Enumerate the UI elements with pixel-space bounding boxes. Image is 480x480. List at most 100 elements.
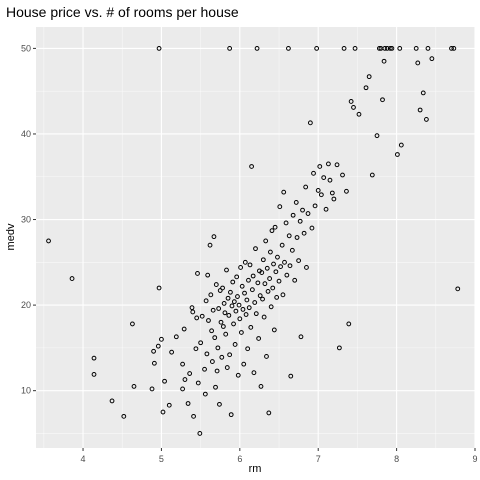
data-point	[356, 111, 362, 117]
data-point	[286, 233, 292, 239]
data-point	[219, 354, 225, 360]
data-point	[307, 120, 313, 126]
y-tick-label: 10	[21, 386, 31, 396]
data-point	[369, 172, 375, 178]
data-point	[231, 299, 237, 305]
data-point	[363, 85, 369, 91]
data-point	[260, 296, 265, 302]
data-point	[233, 308, 239, 314]
data-point	[394, 152, 400, 157]
data-point	[234, 274, 240, 280]
data-point	[246, 305, 252, 311]
data-point	[268, 304, 274, 310]
data-point	[202, 391, 208, 397]
data-point	[352, 45, 358, 51]
data-point	[296, 258, 302, 264]
data-point	[202, 366, 207, 372]
data-point	[282, 259, 287, 265]
y-tick-label: 20	[21, 300, 31, 310]
data-point	[281, 189, 287, 195]
data-point	[242, 259, 248, 265]
data-point	[264, 265, 270, 271]
data-point	[265, 289, 271, 294]
data-point	[189, 305, 195, 311]
data-point	[151, 348, 156, 354]
x-tick-label: 4	[81, 454, 86, 464]
chart-title: House price vs. # of rooms per house	[6, 4, 239, 20]
data-point	[323, 206, 329, 212]
data-point	[318, 192, 324, 198]
data-point	[240, 306, 246, 312]
data-point	[155, 343, 161, 349]
data-point	[298, 334, 304, 340]
data-point	[224, 365, 230, 370]
data-point	[346, 321, 352, 327]
data-point	[329, 190, 335, 196]
data-point	[304, 265, 309, 270]
data-point	[182, 377, 188, 382]
data-point	[190, 309, 196, 315]
data-point	[121, 413, 127, 419]
data-point	[276, 278, 282, 284]
data-point	[389, 45, 395, 51]
y-tick-label: 50	[21, 43, 31, 53]
data-point	[218, 319, 224, 325]
data-point	[300, 207, 305, 213]
data-point	[254, 45, 260, 51]
data-point	[194, 315, 200, 321]
data-point	[173, 334, 179, 340]
data-point	[315, 188, 321, 193]
data-point	[312, 203, 318, 209]
data-point	[166, 402, 172, 408]
data-point	[278, 264, 283, 269]
y-axis-label: medv	[5, 223, 17, 250]
data-point	[69, 276, 75, 281]
data-point	[250, 273, 256, 279]
data-point	[301, 230, 307, 236]
data-point	[180, 386, 185, 392]
data-point	[274, 294, 280, 300]
data-point	[366, 74, 372, 80]
data-point	[214, 368, 220, 374]
data-point	[317, 164, 323, 169]
data-point	[46, 238, 51, 244]
data-point	[224, 267, 229, 273]
data-point	[181, 326, 187, 332]
data-point	[209, 359, 215, 364]
data-point	[256, 336, 262, 341]
data-point	[227, 352, 233, 358]
data-point	[288, 373, 294, 379]
data-point	[238, 265, 244, 270]
data-point	[258, 383, 264, 389]
data-point	[429, 56, 435, 62]
data-point	[248, 324, 254, 330]
data-point	[326, 161, 331, 167]
data-point	[305, 211, 311, 216]
data-point	[277, 204, 283, 210]
data-point	[303, 184, 309, 190]
data-point	[348, 99, 354, 104]
data-point	[272, 224, 278, 230]
data-point	[235, 372, 241, 378]
data-point	[287, 263, 293, 269]
x-tick-label: 7	[316, 454, 321, 464]
data-point	[223, 331, 229, 337]
data-point	[289, 247, 295, 253]
data-point	[204, 351, 210, 357]
data-point	[156, 285, 162, 291]
data-point	[235, 294, 240, 299]
data-point	[267, 249, 273, 255]
data-point	[327, 177, 333, 183]
data-point	[398, 142, 404, 148]
data-point	[286, 45, 291, 51]
y-tick-label: 30	[21, 215, 31, 225]
data-point	[293, 200, 299, 205]
data-point	[382, 45, 388, 51]
data-point	[159, 336, 164, 342]
data-point	[384, 45, 390, 51]
data-point	[197, 431, 203, 436]
data-point	[210, 307, 216, 313]
data-point	[199, 313, 205, 319]
data-point	[191, 413, 196, 419]
